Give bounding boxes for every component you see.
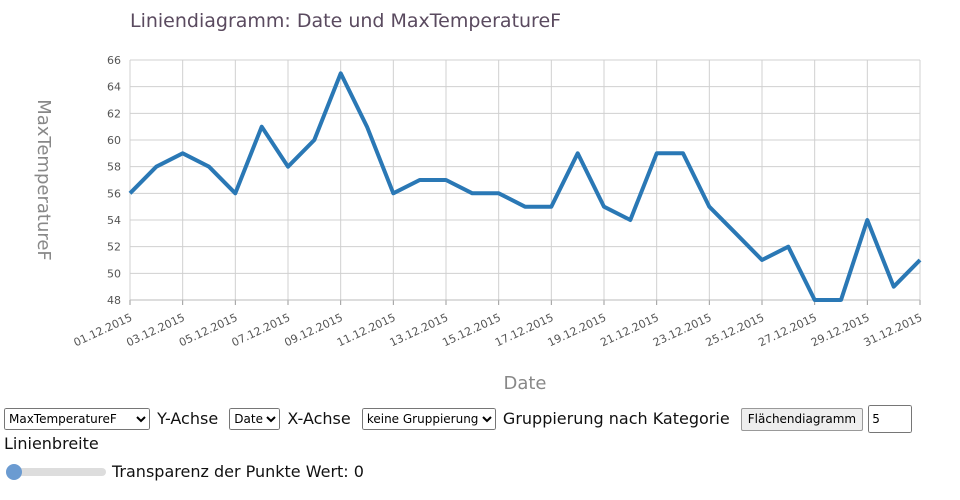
group-label: Gruppierung nach Kategorie <box>502 409 730 428</box>
x-axis-ticks: 01.12.201503.12.201505.12.201507.12.2015… <box>72 311 925 349</box>
y-tick-label: 64 <box>107 81 121 94</box>
y-axis-label: Y-Achse <box>157 409 219 428</box>
group-select[interactable]: keine Gruppierung <box>361 408 496 430</box>
x-tick-label: 31.12.2015 <box>862 311 925 349</box>
y-tick-label: 50 <box>107 267 121 280</box>
series-line <box>128 71 922 302</box>
x-tick-label: 19.12.2015 <box>546 311 609 349</box>
slider-thumb[interactable] <box>6 463 22 480</box>
x-tick-label: 01.12.2015 <box>72 311 135 349</box>
y-axis-select[interactable]: MaxTemperatureF <box>4 408 150 430</box>
y-tick-label: 54 <box>107 214 121 227</box>
y-tick-label: 58 <box>107 161 121 174</box>
grid <box>129 59 921 305</box>
x-axis-select[interactable]: Date <box>229 408 281 430</box>
x-tick-label: 15.12.2015 <box>440 311 503 349</box>
x-tick-label: 23.12.2015 <box>651 311 714 349</box>
x-tick-label: 09.12.2015 <box>282 311 345 349</box>
x-axis-label: X-Achse <box>287 409 351 428</box>
y-axis-title: MaxTemperatureF <box>33 99 54 261</box>
y-tick-label: 62 <box>107 107 121 120</box>
x-tick-label: 11.12.2015 <box>335 311 398 349</box>
line-width-input[interactable] <box>868 405 913 433</box>
y-tick-label: 52 <box>107 241 121 254</box>
y-tick-label: 56 <box>107 187 121 200</box>
y-axis-ticks: 48 50 52 54 56 58 60 62 64 66 <box>107 54 121 307</box>
x-tick-label: 25.12.2015 <box>704 311 767 349</box>
y-tick-label: 48 <box>107 294 121 307</box>
x-tick-label: 07.12.2015 <box>230 311 293 349</box>
controls-bar: MaxTemperatureF Y-Achse Date X-Achse kei… <box>4 405 954 455</box>
area-chart-button[interactable]: Flächendiagramm <box>740 407 864 431</box>
transparency-slider[interactable] <box>6 463 106 480</box>
line-width-label: Linienbreite <box>4 434 99 453</box>
x-tick-label: 21.12.2015 <box>598 311 661 349</box>
line-chart: 48 50 52 54 56 58 60 62 64 66 01.12.201503.12.201… <box>33 54 925 394</box>
x-tick-label: 27.12.2015 <box>756 311 819 349</box>
transparency-row: Transparenz der Punkte Wert: 0 <box>6 462 364 481</box>
y-tick-label: 60 <box>107 134 121 147</box>
x-tick-label: 29.12.2015 <box>809 311 872 349</box>
x-tick-label: 05.12.2015 <box>177 311 240 349</box>
x-tick-label: 13.12.2015 <box>388 311 451 349</box>
x-axis-title: Date <box>503 373 546 394</box>
x-tick-label: 03.12.2015 <box>124 311 187 349</box>
y-tick-label: 66 <box>107 54 121 67</box>
x-tick-label: 17.12.2015 <box>493 311 556 349</box>
chart-title: Liniendiagramm: Date und MaxTemperatureF <box>130 10 562 32</box>
transparency-label: Transparenz der Punkte Wert: 0 <box>112 462 364 481</box>
